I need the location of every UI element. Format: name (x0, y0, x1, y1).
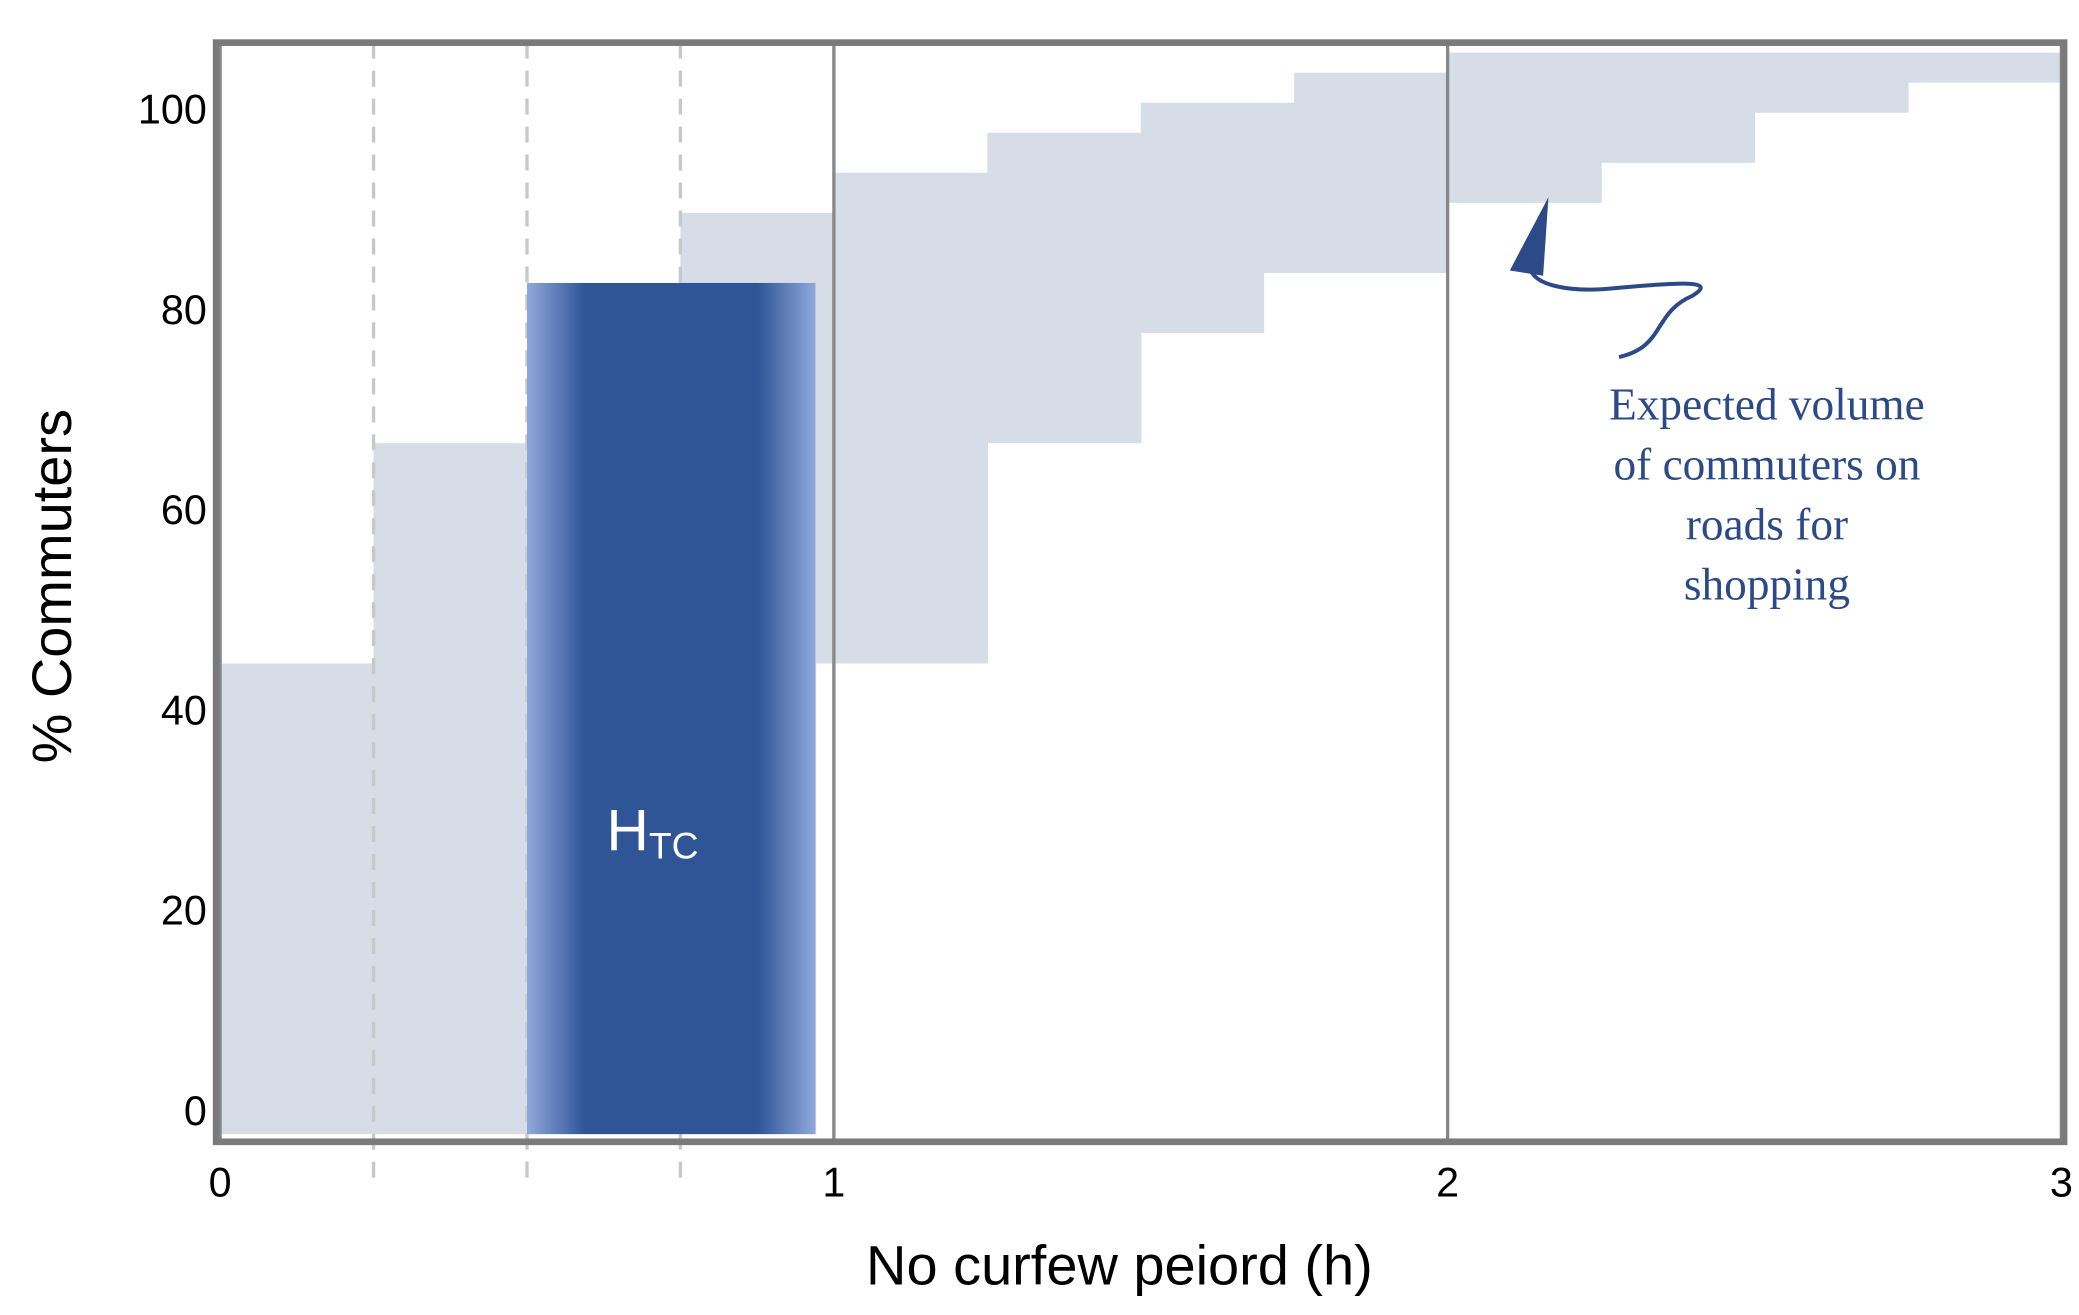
annotation: roads for (1686, 499, 1848, 549)
highlight-label-sub: TC (649, 824, 699, 866)
plot-frame (212, 39, 2068, 1146)
annotation: Expected volume (1609, 379, 1925, 429)
band-step (1294, 72, 1449, 273)
highlight-label-main: H (607, 799, 649, 864)
band-step (1263, 102, 1295, 273)
band-step (987, 132, 1142, 444)
y-tick-label: 0 (184, 1088, 207, 1134)
y-tick-label: 100 (138, 87, 207, 133)
x-tick-label: 3 (2050, 1160, 2073, 1206)
band-step (1447, 52, 1602, 203)
band-step (220, 663, 375, 1135)
x-tick-label: 2 (1436, 1160, 1459, 1206)
band-step (1601, 52, 1756, 163)
annotation: shopping (1684, 559, 1850, 609)
highlight-bar (527, 282, 816, 1135)
band-step (815, 212, 835, 664)
annotation-arrow (1527, 265, 1703, 360)
y-tick-label: 20 (161, 888, 207, 934)
band-step (1907, 52, 2063, 83)
y-tick-label: 80 (161, 287, 207, 333)
x-tick-label: 1 (822, 1160, 845, 1206)
x-axis-title: No curfew peiord (h) (866, 1233, 1373, 1296)
y-tick-label: 40 (161, 687, 207, 733)
annotation: of commuters on (1614, 439, 1921, 489)
y-axis-title: % Commuters (20, 409, 83, 763)
band-step (1140, 102, 1265, 334)
band-step (833, 172, 988, 664)
band-step (373, 443, 528, 1135)
annotation-arrowhead (1509, 197, 1549, 276)
y-tick-label: 60 (161, 487, 207, 533)
highlight-label: HTC (607, 799, 699, 867)
band-step (1754, 52, 1909, 113)
x-tick-label: 0 (209, 1160, 232, 1206)
